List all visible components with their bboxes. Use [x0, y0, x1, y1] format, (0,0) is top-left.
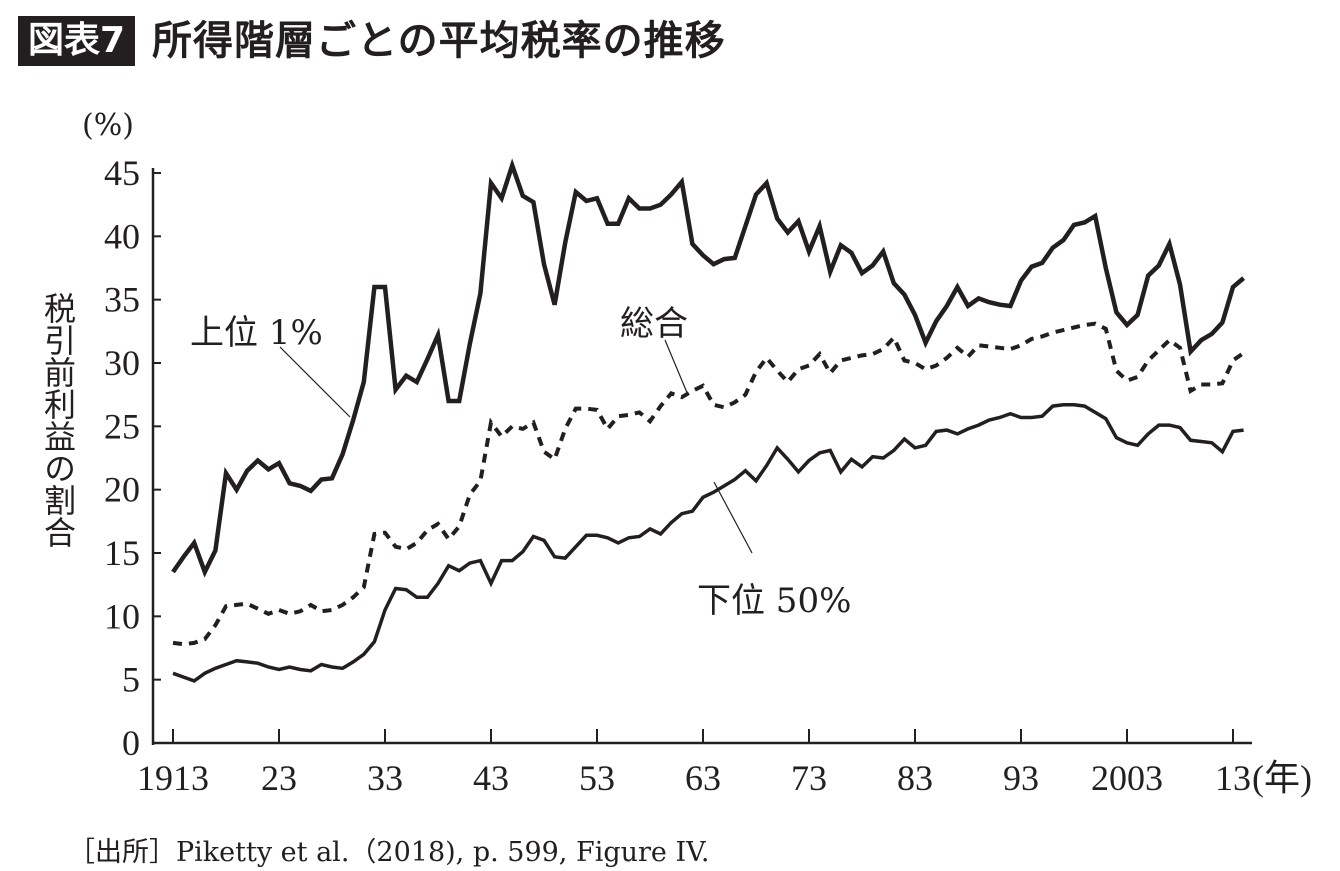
x-tick-label: 83: [897, 758, 933, 798]
chart-title: 所得階層ごとの平均税率の推移: [152, 18, 726, 64]
y-tick-label: 25: [104, 406, 140, 446]
x-tick-label: 53: [579, 758, 615, 798]
x-tick-label: 63: [685, 758, 721, 798]
series-label-overall: 総合: [620, 304, 688, 344]
y-axis-label: 税引前利益の割合: [39, 292, 77, 548]
x-tick-label: 1913: [137, 758, 209, 798]
source-note: ［出所］Piketty et al.（2018), p. 599, Figure…: [68, 837, 710, 868]
series-line-1: [172, 321, 1245, 647]
x-tick-label: 23: [261, 758, 297, 798]
y-tick-label: 0: [122, 723, 140, 763]
x-tick-label: 73: [791, 758, 827, 798]
series-line-0: [171, 158, 1246, 578]
y-tick-label: 45: [104, 153, 140, 193]
y-tick-label: 35: [104, 280, 140, 320]
x-unit-label: (年): [1252, 758, 1312, 798]
figure-badge: 図表7: [18, 16, 136, 66]
series-label-bottom50: 下位 50%: [697, 581, 852, 621]
leader-line-overall: [664, 339, 689, 396]
y-tick-label: 10: [104, 596, 140, 636]
x-tick-label: 33: [367, 758, 403, 798]
x-tick-label: 93: [1003, 758, 1039, 798]
leader-line-bottom50: [713, 481, 753, 554]
y-tick-label: 30: [104, 343, 140, 383]
series-line-2: [172, 403, 1244, 683]
y-tick-label: 40: [104, 216, 140, 256]
x-tick-label: 13: [1215, 758, 1251, 798]
y-tick-label: 5: [122, 660, 140, 700]
series-label-top1: 上位 1%: [190, 313, 323, 353]
y-tick-label: 15: [104, 533, 140, 573]
x-tick-label: 43: [473, 758, 509, 798]
y-unit-label: (%): [82, 108, 134, 143]
y-tick-label: 20: [104, 470, 140, 510]
leader-line-top1: [279, 346, 351, 418]
x-tick-label: 2003: [1091, 758, 1163, 798]
